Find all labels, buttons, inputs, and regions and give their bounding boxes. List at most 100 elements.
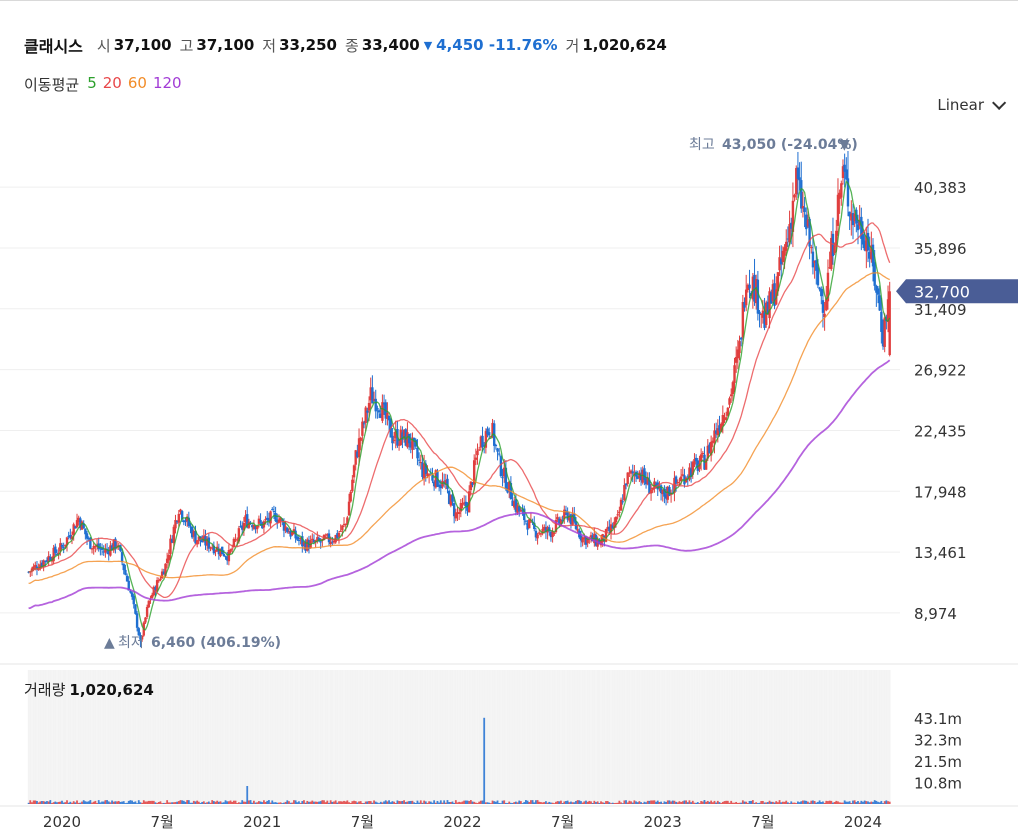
volume-bar xyxy=(513,802,516,804)
volume-bar xyxy=(598,802,601,804)
volume-bar xyxy=(877,801,879,804)
volume-tick-label: 21.5m xyxy=(914,753,962,771)
volume-bar xyxy=(840,802,843,804)
volume-bar xyxy=(29,800,32,804)
candle-body xyxy=(229,549,232,552)
volume-bar xyxy=(508,801,511,804)
volume-bar xyxy=(885,800,888,804)
volume-bar xyxy=(863,800,866,804)
candle-body xyxy=(346,517,349,525)
volume-bar xyxy=(888,801,891,804)
quote-header: 클래시스 시 37,100 고 37,100 저 33,250 종 33,400… xyxy=(24,34,675,56)
volume-bar xyxy=(254,802,257,804)
candle-body xyxy=(69,534,72,538)
volume-bar xyxy=(585,800,587,804)
candle-body xyxy=(781,250,785,263)
candle-body xyxy=(172,526,176,544)
volume-bar xyxy=(373,800,375,804)
volume-bar xyxy=(595,802,597,804)
candle-body xyxy=(639,474,643,481)
volume-bar xyxy=(822,801,824,804)
candle-body xyxy=(454,512,458,519)
close-value: 33,400 xyxy=(361,36,420,54)
ma-20-legend[interactable]: 20 xyxy=(102,74,122,92)
volume-bar xyxy=(368,801,370,804)
low-annotation: ▲ 최저 6,460 (406.19%) xyxy=(104,635,281,651)
candle-body xyxy=(326,533,329,536)
volume-bar xyxy=(883,801,886,804)
volume-bar xyxy=(67,802,70,804)
volume-bar xyxy=(600,801,602,804)
volume-bars xyxy=(27,670,891,804)
volume-bar xyxy=(798,802,801,804)
candle-body xyxy=(604,528,608,542)
candle-body xyxy=(568,515,571,521)
volume-bar xyxy=(708,801,711,804)
volume-bar xyxy=(343,800,345,804)
volume-bar xyxy=(638,801,641,804)
volume-bar xyxy=(721,801,724,804)
volume-bar xyxy=(61,800,63,804)
candle-body xyxy=(205,538,209,546)
candle-body xyxy=(276,519,279,523)
volume-bar xyxy=(434,802,437,804)
candle-body xyxy=(853,213,856,222)
volume-bar xyxy=(86,801,88,804)
candle-body xyxy=(846,178,850,207)
candle-body xyxy=(451,494,454,502)
candle-body xyxy=(726,407,730,416)
candle-body xyxy=(339,530,342,532)
volume-bar xyxy=(853,800,856,804)
ma-120-legend[interactable]: 120 xyxy=(152,74,182,92)
volume-bar xyxy=(615,802,617,804)
candle-body xyxy=(132,595,135,605)
candle-body xyxy=(581,537,584,543)
candle-body xyxy=(164,563,167,576)
candle-body xyxy=(55,554,59,556)
volume-bar xyxy=(643,801,646,804)
ma-5-legend[interactable]: 5 xyxy=(87,74,97,92)
candle-body xyxy=(277,519,281,523)
candle-body xyxy=(833,245,836,254)
volume-bar xyxy=(47,801,50,804)
volume-bar xyxy=(276,802,279,804)
candle-body xyxy=(738,341,741,354)
candle-body xyxy=(528,519,531,529)
volume-bar xyxy=(197,801,200,804)
volume-bar xyxy=(394,802,397,804)
volume-bar xyxy=(174,802,177,804)
volume-bar xyxy=(284,801,287,804)
volume-bar xyxy=(202,801,205,804)
volume-bar xyxy=(751,800,754,804)
volume-bar xyxy=(857,801,859,804)
candle-body xyxy=(488,432,491,436)
volume-bar xyxy=(872,801,874,804)
volume-bar xyxy=(725,800,728,804)
volume-bar xyxy=(291,802,294,804)
current-price-label: 32,700 xyxy=(914,282,970,301)
candle-body xyxy=(324,536,327,538)
candle-body xyxy=(469,481,473,491)
volume-bar xyxy=(199,802,202,804)
ma-60-legend[interactable]: 60 xyxy=(127,74,147,92)
volume-bar xyxy=(241,800,244,804)
top-border xyxy=(0,0,1018,1)
candle-body xyxy=(362,423,366,425)
candle-body xyxy=(666,486,669,500)
candle-body xyxy=(356,451,359,458)
candle-body xyxy=(159,578,162,581)
volume-bar xyxy=(778,800,781,804)
candle-body xyxy=(352,465,356,478)
candle-body xyxy=(850,213,853,221)
candle-body xyxy=(526,523,529,530)
volume-bar xyxy=(206,802,209,804)
volume-bar xyxy=(348,802,350,804)
candle-body xyxy=(811,251,815,268)
scale-dropdown[interactable]: Linear xyxy=(937,95,1007,114)
volume-bar xyxy=(439,800,442,804)
volume-bar xyxy=(860,800,863,804)
volume-bar xyxy=(810,800,813,804)
candle-body xyxy=(202,535,206,541)
candle-body xyxy=(644,478,648,485)
